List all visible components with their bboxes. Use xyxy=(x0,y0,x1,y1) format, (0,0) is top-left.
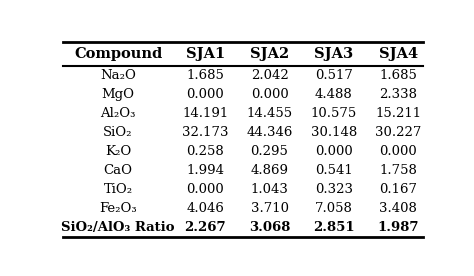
Text: 0.000: 0.000 xyxy=(186,88,224,101)
Text: Na₂O: Na₂O xyxy=(100,69,136,82)
Text: 3.710: 3.710 xyxy=(251,202,289,215)
Text: 0.517: 0.517 xyxy=(315,69,353,82)
Text: 0.541: 0.541 xyxy=(315,164,353,177)
Text: 2.042: 2.042 xyxy=(251,69,289,82)
Text: 3.068: 3.068 xyxy=(249,221,290,234)
Text: SJA4: SJA4 xyxy=(379,47,418,61)
Text: Fe₂O₃: Fe₂O₃ xyxy=(99,202,137,215)
Text: 44.346: 44.346 xyxy=(246,126,293,139)
Text: 3.408: 3.408 xyxy=(379,202,417,215)
Text: 2.267: 2.267 xyxy=(184,221,226,234)
Text: 7.058: 7.058 xyxy=(315,202,353,215)
Text: 14.191: 14.191 xyxy=(182,107,228,120)
Text: 10.575: 10.575 xyxy=(311,107,357,120)
Text: MgO: MgO xyxy=(101,88,135,101)
Text: 0.000: 0.000 xyxy=(379,145,417,158)
Text: 1.685: 1.685 xyxy=(379,69,417,82)
Text: 0.295: 0.295 xyxy=(251,145,289,158)
Text: 30.148: 30.148 xyxy=(311,126,357,139)
Text: 4.488: 4.488 xyxy=(315,88,353,101)
Text: CaO: CaO xyxy=(103,164,133,177)
Text: 1.994: 1.994 xyxy=(186,164,224,177)
Text: SJA1: SJA1 xyxy=(186,47,225,61)
Text: 2.851: 2.851 xyxy=(313,221,355,234)
Text: 0.258: 0.258 xyxy=(186,145,224,158)
Text: 0.167: 0.167 xyxy=(379,183,417,196)
Text: TiO₂: TiO₂ xyxy=(103,183,133,196)
Text: 0.000: 0.000 xyxy=(315,145,353,158)
Text: Compound: Compound xyxy=(74,47,162,61)
Text: 0.323: 0.323 xyxy=(315,183,353,196)
Text: 1.685: 1.685 xyxy=(186,69,224,82)
Text: 0.000: 0.000 xyxy=(186,183,224,196)
Text: 2.338: 2.338 xyxy=(379,88,417,101)
Text: 1.758: 1.758 xyxy=(379,164,417,177)
Text: SiO₂/AlO₃ Ratio: SiO₂/AlO₃ Ratio xyxy=(61,221,175,234)
Text: 0.000: 0.000 xyxy=(251,88,289,101)
Text: K₂O: K₂O xyxy=(105,145,131,158)
Text: SJA3: SJA3 xyxy=(314,47,354,61)
Text: Al₂O₃: Al₂O₃ xyxy=(100,107,136,120)
Text: 1.987: 1.987 xyxy=(377,221,419,234)
Text: 32.173: 32.173 xyxy=(182,126,228,139)
Text: 30.227: 30.227 xyxy=(375,126,421,139)
Text: 14.455: 14.455 xyxy=(246,107,292,120)
Text: 15.211: 15.211 xyxy=(375,107,421,120)
Text: 1.043: 1.043 xyxy=(251,183,289,196)
Text: 4.046: 4.046 xyxy=(186,202,224,215)
Text: SJA2: SJA2 xyxy=(250,47,289,61)
Text: SiO₂: SiO₂ xyxy=(103,126,133,139)
Text: 4.869: 4.869 xyxy=(251,164,289,177)
